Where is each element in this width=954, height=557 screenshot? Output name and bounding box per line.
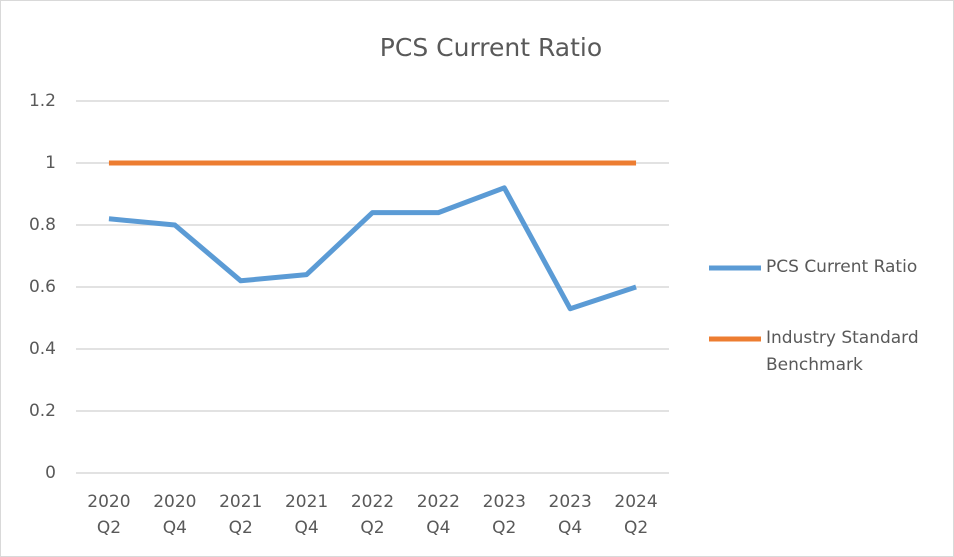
legend-label: Industry Standard Benchmark (766, 328, 919, 375)
x-tick-label: 2020 Q2 (87, 492, 131, 538)
x-tick-label: 2023 Q4 (548, 492, 592, 538)
x-tick-label: 2022 Q4 (416, 492, 460, 538)
x-tick-label: 2021 Q4 (284, 492, 329, 538)
y-tick-label: 1.2 (29, 91, 56, 111)
y-tick-label: 0.8 (29, 215, 56, 235)
y-tick-label: 0.6 (29, 277, 56, 297)
x-tick-label: 2024 Q2 (614, 492, 658, 538)
y-tick-label: 0.2 (29, 401, 56, 421)
y-tick-label: 0 (45, 463, 56, 483)
x-tick-label: 2022 Q2 (350, 492, 395, 538)
y-tick-label: 0.4 (29, 339, 56, 359)
x-tick-label: 2023 Q2 (482, 492, 526, 538)
legend-label: PCS Current Ratio (766, 257, 918, 277)
series-line (108, 185, 637, 312)
x-tick-label: 2020 Q4 (153, 492, 197, 538)
chart-title: PCS Current Ratio (380, 33, 602, 62)
x-tick-label: 2021 Q2 (219, 492, 263, 538)
y-tick-label: 1 (45, 153, 56, 173)
